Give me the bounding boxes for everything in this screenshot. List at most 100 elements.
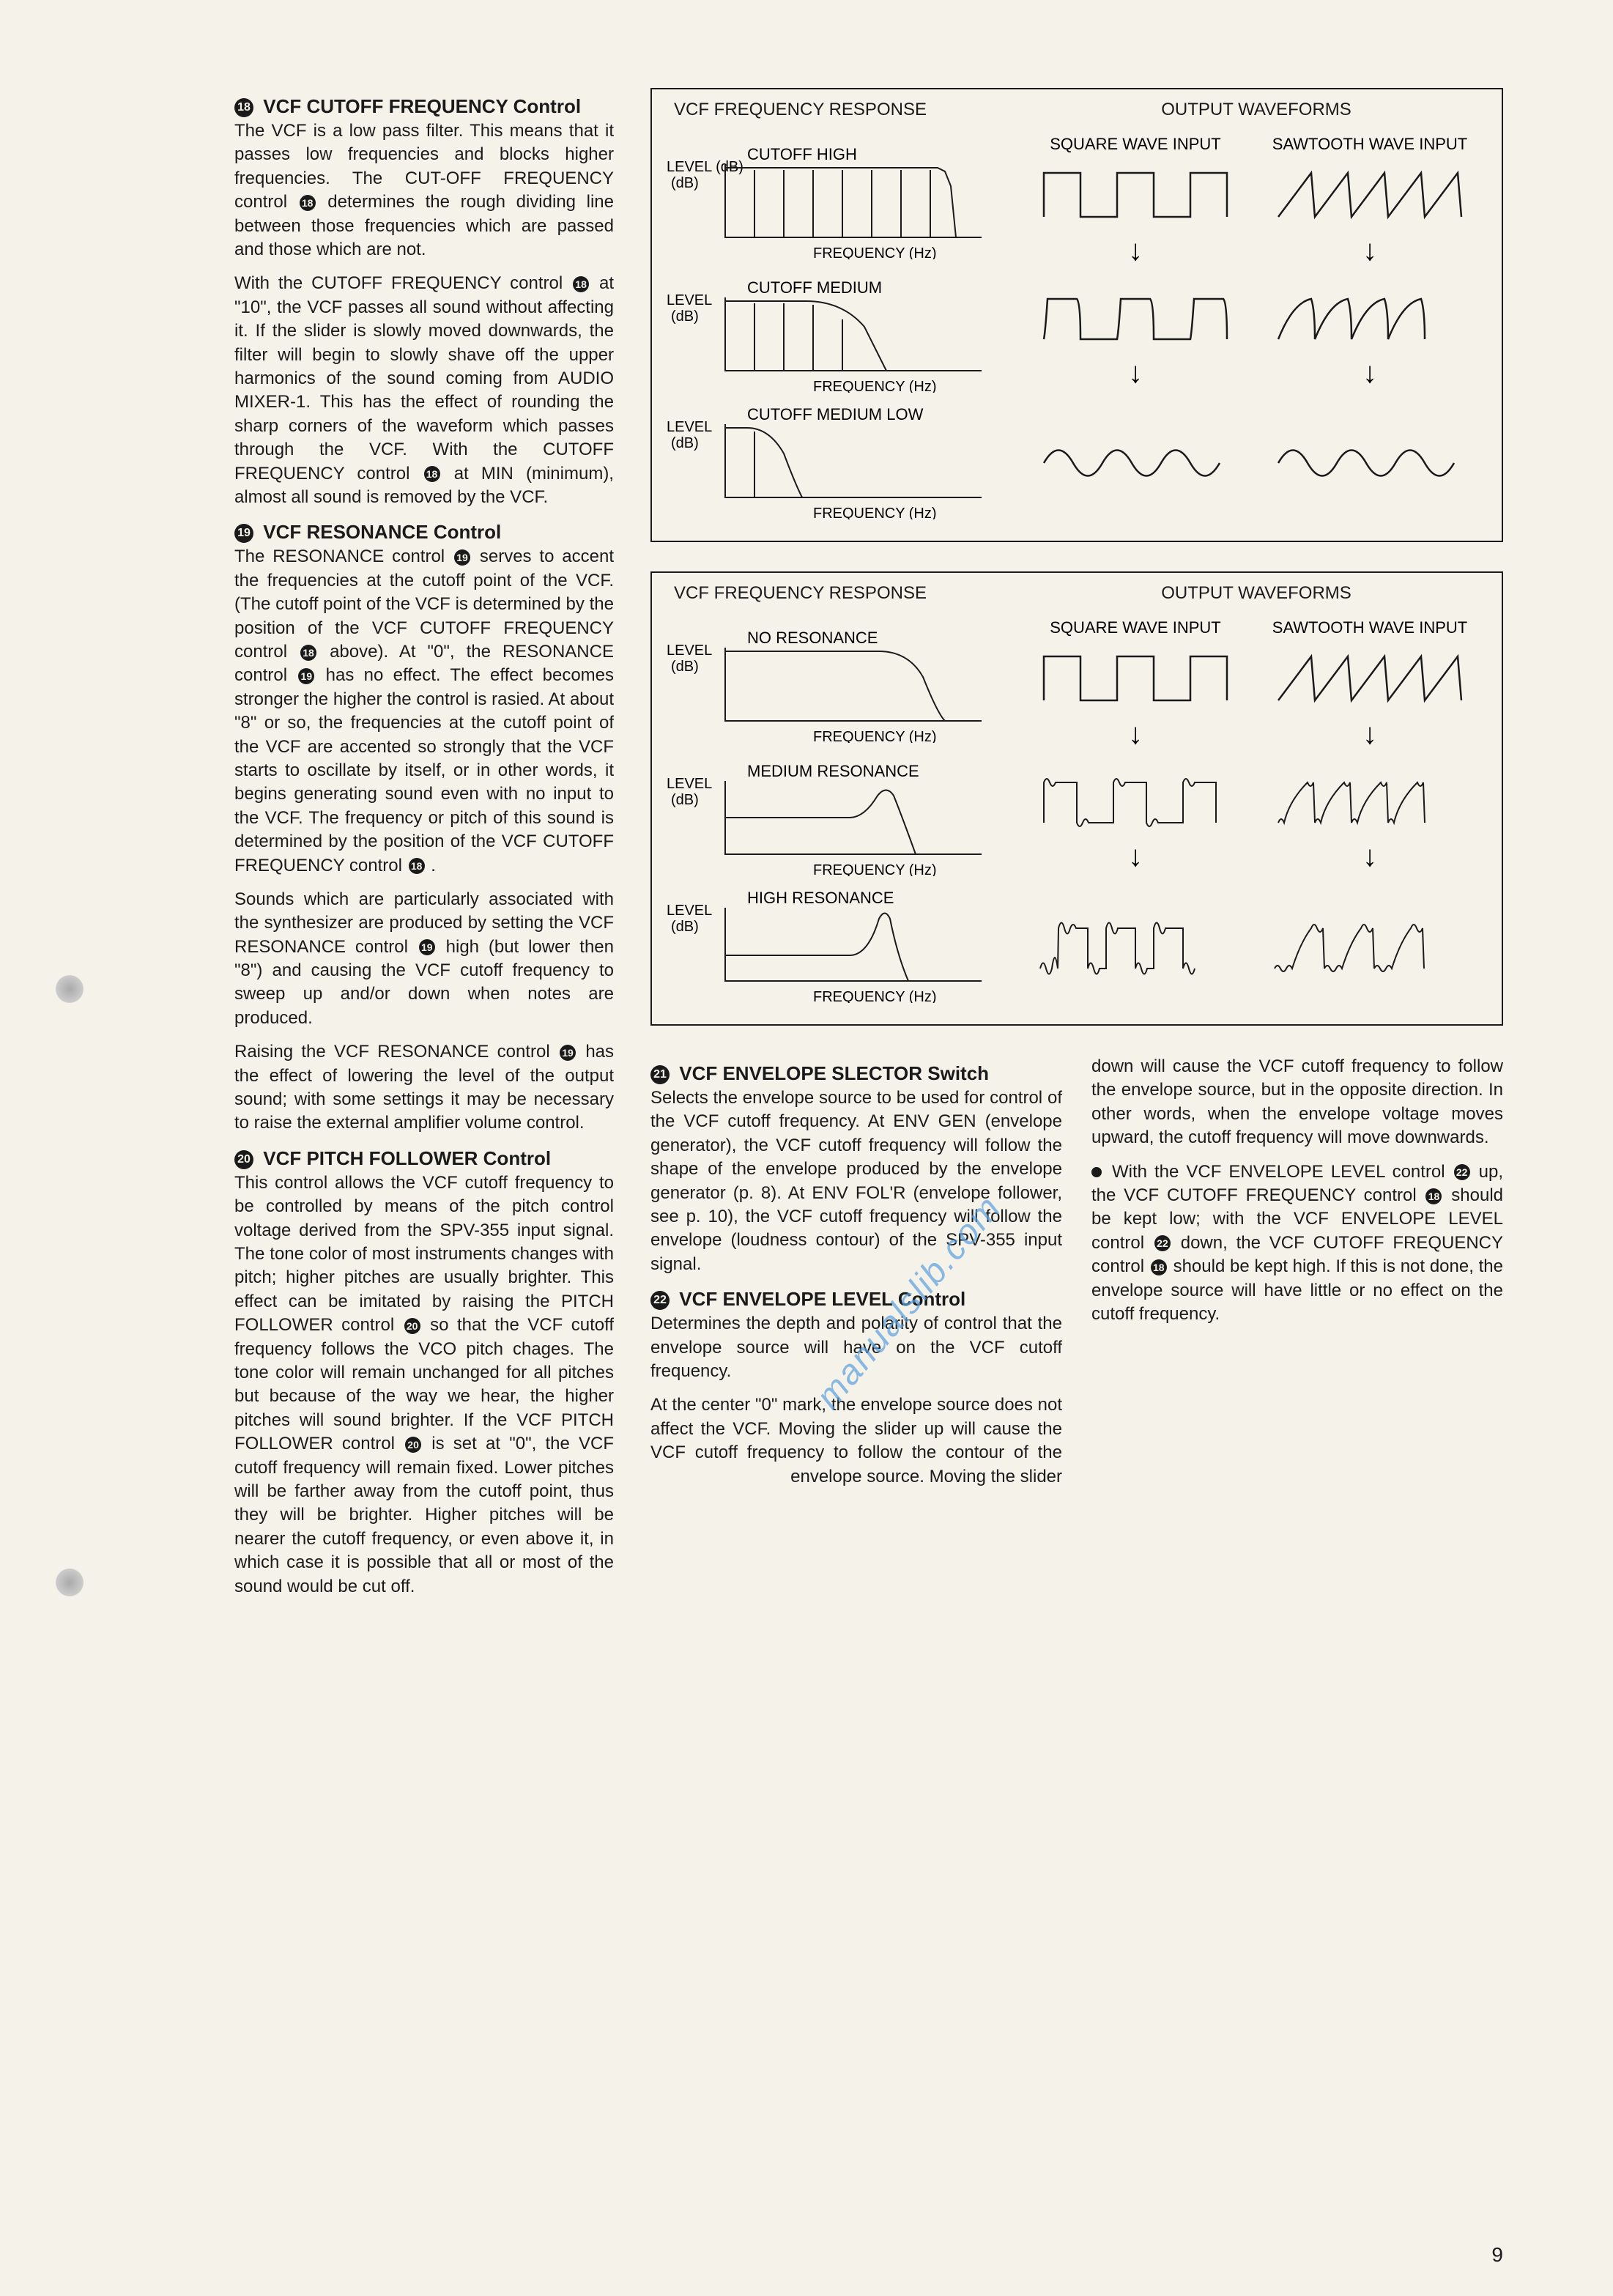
bottom-columns: 21 VCF ENVELOPE SLECTOR Switch Selects t… bbox=[650, 1055, 1503, 1499]
dh1-left: VCF FREQUENCY RESPONSE bbox=[667, 100, 1026, 120]
arrow-icon: ↓ bbox=[1253, 358, 1487, 388]
wave-svg-sq-high bbox=[1037, 158, 1234, 232]
freq-label-med: CUTOFF MEDIUM bbox=[747, 278, 882, 297]
bottom-col-1: 21 VCF ENVELOPE SLECTOR Switch Selects t… bbox=[650, 1055, 1062, 1499]
svg-text:(dB): (dB) bbox=[671, 435, 699, 451]
wave-saw-hires bbox=[1253, 910, 1487, 983]
para-20-1: This control allows the VCF cutoff frequ… bbox=[234, 1171, 614, 1599]
para-19-1: The RESONANCE control 19 serves to accen… bbox=[234, 545, 614, 877]
bullet-inline-18b: 18 bbox=[573, 276, 589, 292]
bullet-dot-icon bbox=[1091, 1167, 1102, 1177]
bullet-19: 19 bbox=[234, 524, 253, 543]
title-20: VCF PITCH FOLLOWER Control bbox=[263, 1147, 551, 1169]
bottom-col-2: down will cause the VCF cutoff frequency… bbox=[1091, 1055, 1503, 1499]
bullet-18: 18 bbox=[234, 98, 253, 117]
para-21-1: Selects the envelope source to be used f… bbox=[650, 1086, 1062, 1276]
binder-hole bbox=[44, 967, 95, 1011]
arrow-icon: ↓ bbox=[1253, 719, 1487, 749]
para-18-2: With the CUTOFF FREQUENCY control 18 at … bbox=[234, 272, 614, 509]
dh2-right: OUTPUT WAVEFORMS bbox=[1026, 583, 1487, 604]
para-22-4: With the VCF ENVELOPE LEVEL control 22 u… bbox=[1091, 1160, 1503, 1327]
heading-21: 21 VCF ENVELOPE SLECTOR Switch bbox=[650, 1061, 1062, 1086]
para-22-1: Determines the depth and polarity of con… bbox=[650, 1312, 1062, 1383]
freq-chart-medlow: CUTOFF MEDIUM LOW LEVEL (dB) FREQUENCY (… bbox=[667, 402, 1018, 523]
arrow-icon: ↓ bbox=[1018, 719, 1253, 749]
wave-saw-nores: SAWTOOTH WAVE INPUT ↓ bbox=[1253, 618, 1487, 753]
heading-19: 19 VCF RESONANCE Control bbox=[234, 519, 614, 545]
svg-text:LEVEL: LEVEL bbox=[667, 292, 712, 308]
svg-text:FREQUENCY (Hz): FREQUENCY (Hz) bbox=[813, 989, 937, 1003]
wave-saw-high: SAWTOOTH WAVE INPUT ↓ bbox=[1253, 135, 1487, 270]
wave-saw-low bbox=[1253, 426, 1487, 500]
heading-22: 22 VCF ENVELOPE LEVEL Control bbox=[650, 1286, 1062, 1312]
title-19: VCF RESONANCE Control bbox=[263, 521, 501, 543]
arrow-icon: ↓ bbox=[1253, 236, 1487, 265]
para-22-3: down will cause the VCF cutoff frequency… bbox=[1091, 1055, 1503, 1150]
svg-text:FREQUENCY (Hz): FREQUENCY (Hz) bbox=[813, 862, 937, 876]
wave-svg-saw-high bbox=[1271, 158, 1469, 232]
wave-sq-nores: SQUARE WAVE INPUT ↓ bbox=[1018, 618, 1253, 753]
wave-saw-medres: ↓ bbox=[1253, 764, 1487, 875]
title-18: VCF CUTOFF FREQUENCY Control bbox=[263, 95, 581, 117]
content: 18 VCF CUTOFF FREQUENCY Control The VCF … bbox=[234, 88, 1503, 1609]
binder-hole bbox=[44, 1560, 95, 1604]
freq-chart-hires: HIGH RESONANCE LEVEL (dB) FREQUENCY (Hz) bbox=[667, 886, 1018, 1007]
wave-saw-med: ↓ bbox=[1253, 281, 1487, 392]
bullet-20: 20 bbox=[234, 1150, 253, 1169]
diagram2-row0: NO RESONANCE LEVEL (dB) FREQUENCY (Hz) S… bbox=[667, 618, 1487, 753]
freq-label-high: CUTOFF HIGH bbox=[747, 145, 857, 164]
para-22-2: At the center "0" mark, the envelope sou… bbox=[650, 1393, 1062, 1489]
svg-text:LEVEL: LEVEL bbox=[667, 903, 712, 919]
svg-text:(dB): (dB) bbox=[671, 175, 699, 191]
wave-sq-low bbox=[1018, 426, 1253, 500]
wave-sq-hires bbox=[1018, 910, 1253, 983]
heading-18: 18 VCF CUTOFF FREQUENCY Control bbox=[234, 94, 614, 119]
left-column: 18 VCF CUTOFF FREQUENCY Control The VCF … bbox=[234, 88, 614, 1609]
bullet-inline-18: 18 bbox=[300, 195, 316, 211]
svg-text:FREQUENCY (Hz): FREQUENCY (Hz) bbox=[813, 379, 937, 393]
freq-chart-medres: MEDIUM RESONANCE LEVEL (dB) FREQUENCY (H… bbox=[667, 759, 1018, 880]
heading-20: 20 VCF PITCH FOLLOWER Control bbox=[234, 1146, 614, 1171]
svg-text:LEVEL: LEVEL bbox=[667, 776, 712, 792]
svg-text:(dB): (dB) bbox=[671, 308, 699, 325]
freq-chart-nores: NO RESONANCE LEVEL (dB) FREQUENCY (Hz) bbox=[667, 626, 1018, 747]
arrow-icon: ↓ bbox=[1018, 842, 1253, 871]
freq-chart-high: CUTOFF HIGH LEVEL (dB) (dB) FREQUENCY (H… bbox=[667, 142, 1018, 263]
diagram-header-2: VCF FREQUENCY RESPONSE OUTPUT WAVEFORMS bbox=[667, 583, 1487, 604]
dh2-left: VCF FREQUENCY RESPONSE bbox=[667, 583, 1026, 604]
diagram-box-resonance: VCF FREQUENCY RESPONSE OUTPUT WAVEFORMS … bbox=[650, 571, 1503, 1026]
right-column: VCF FREQUENCY RESPONSE OUTPUT WAVEFORMS … bbox=[650, 88, 1503, 1609]
bullet-22: 22 bbox=[650, 1291, 670, 1310]
diagram1-row0: CUTOFF HIGH LEVEL (dB) (dB) FREQUENCY (H… bbox=[667, 135, 1487, 270]
title-22: VCF ENVELOPE LEVEL Control bbox=[679, 1288, 965, 1310]
svg-text:LEVEL: LEVEL bbox=[667, 642, 712, 659]
diagram2-row2: HIGH RESONANCE LEVEL (dB) FREQUENCY (Hz) bbox=[667, 886, 1487, 1007]
svg-text:FREQUENCY (Hz): FREQUENCY (Hz) bbox=[813, 506, 937, 519]
arrow-icon: ↓ bbox=[1018, 358, 1253, 388]
title-21: VCF ENVELOPE SLECTOR Switch bbox=[679, 1062, 989, 1084]
freq-label-medlow: CUTOFF MEDIUM LOW bbox=[747, 405, 923, 424]
para-19-2: Sounds which are particularly associated… bbox=[234, 888, 614, 1030]
dh1-right: OUTPUT WAVEFORMS bbox=[1026, 100, 1487, 120]
bullet-21: 21 bbox=[650, 1065, 670, 1084]
page-number: 9 bbox=[1491, 2243, 1503, 2267]
svg-text:LEVEL: LEVEL bbox=[667, 419, 712, 435]
diagram-header-1: VCF FREQUENCY RESPONSE OUTPUT WAVEFORMS bbox=[667, 100, 1487, 120]
arrow-icon: ↓ bbox=[1253, 842, 1487, 871]
svg-text:(dB): (dB) bbox=[671, 659, 699, 675]
para-19-3: Raising the VCF RESONANCE control 19 has… bbox=[234, 1040, 614, 1136]
diagram-box-cutoff: VCF FREQUENCY RESPONSE OUTPUT WAVEFORMS … bbox=[650, 88, 1503, 542]
svg-text:FREQUENCY (Hz): FREQUENCY (Hz) bbox=[813, 245, 937, 259]
page: manualslib.com 18 VCF CUTOFF FREQUENCY C… bbox=[0, 0, 1613, 2296]
diagram2-row1: MEDIUM RESONANCE LEVEL (dB) FREQUENCY (H… bbox=[667, 759, 1487, 880]
wave-sq-medres: ↓ bbox=[1018, 764, 1253, 875]
arrow-icon: ↓ bbox=[1018, 236, 1253, 265]
diagram1-row1: CUTOFF MEDIUM LEVEL (dB) FREQUENCY (Hz) … bbox=[667, 275, 1487, 396]
bullet-inline-18c: 18 bbox=[424, 466, 440, 482]
wave-sq-high: SQUARE WAVE INPUT ↓ bbox=[1018, 135, 1253, 270]
svg-text:(dB): (dB) bbox=[671, 792, 699, 808]
svg-text:(dB): (dB) bbox=[671, 919, 699, 935]
para-18-1: The VCF is a low pass filter. This means… bbox=[234, 119, 614, 262]
svg-text:FREQUENCY (Hz): FREQUENCY (Hz) bbox=[813, 729, 937, 743]
freq-chart-med: CUTOFF MEDIUM LEVEL (dB) FREQUENCY (Hz) bbox=[667, 275, 1018, 396]
